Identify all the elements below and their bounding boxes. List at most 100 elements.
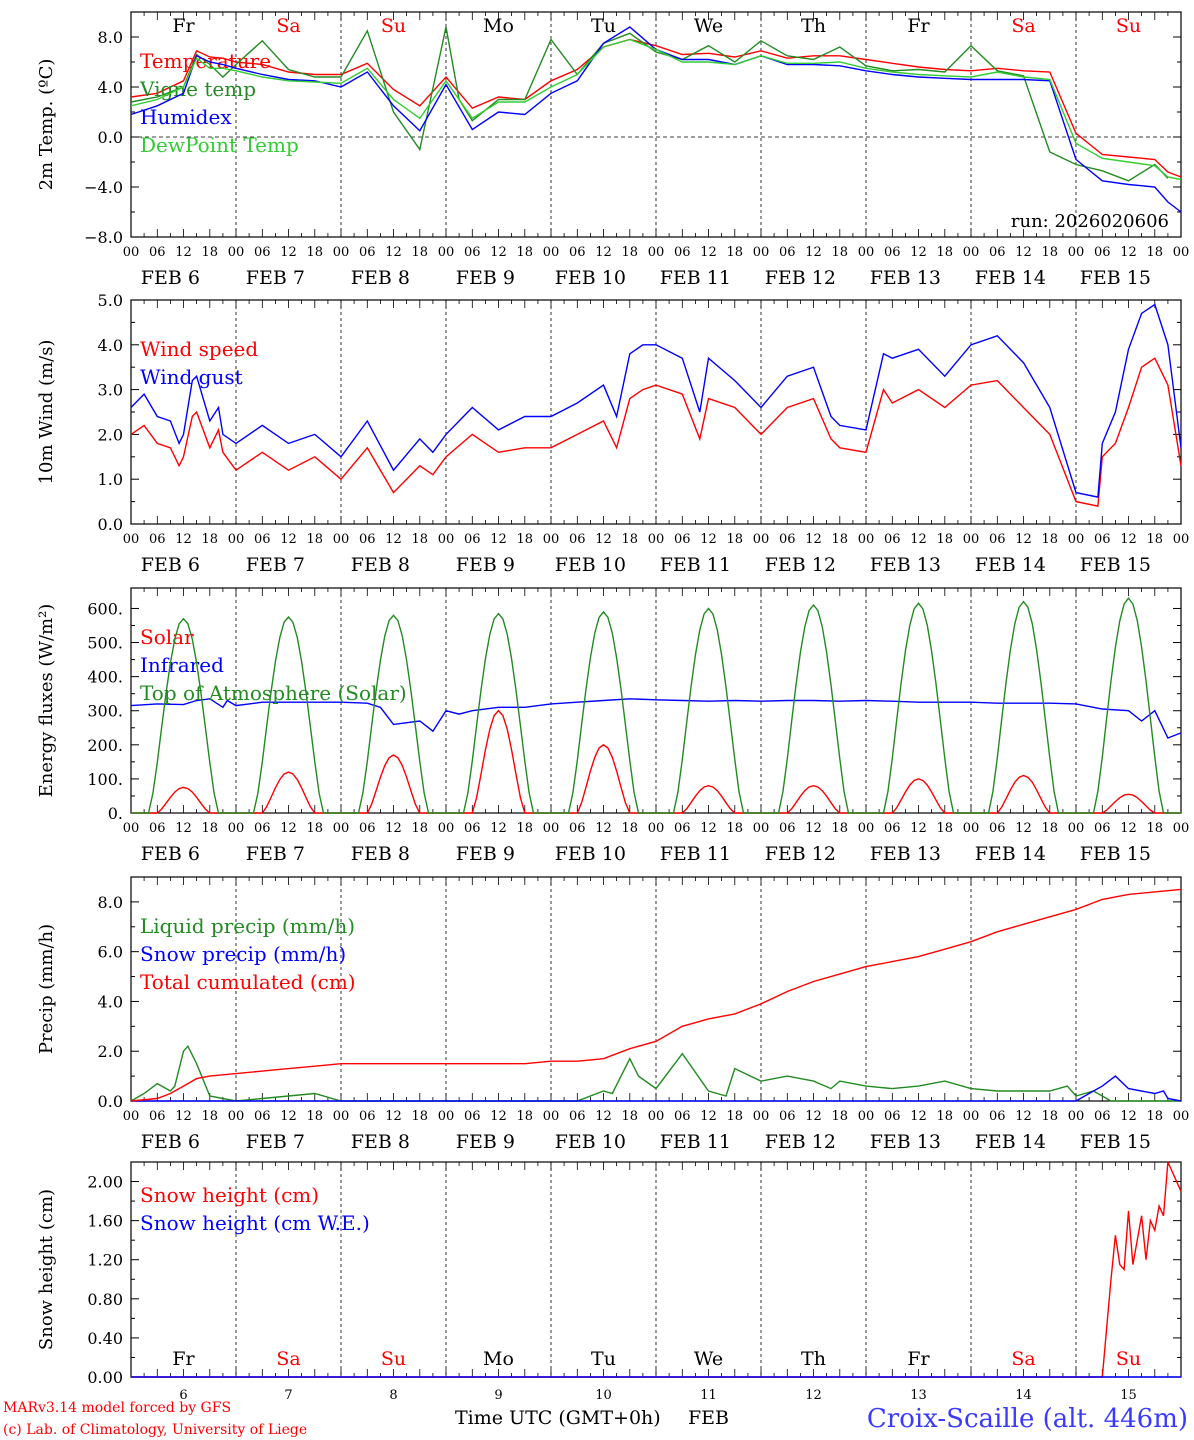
hour-tick-label: 00	[753, 532, 770, 547]
weekday-label: Fr	[907, 15, 930, 37]
y-axis-label: Precip (mm/h)	[36, 924, 57, 1054]
y-axis-label: 10m Wind (m/s)	[36, 340, 57, 485]
date-label: FEB 14	[975, 554, 1046, 576]
hour-tick-label: 00	[228, 1109, 245, 1124]
date-label: FEB 15	[1080, 843, 1151, 865]
hour-tick-label: 12	[595, 532, 612, 547]
date-label: FEB 12	[765, 267, 836, 289]
run-label: run: 2026020606	[1011, 211, 1169, 232]
hour-tick-label: 18	[306, 1109, 323, 1124]
y-tick-label: 1.60	[87, 1212, 123, 1231]
hour-tick-label: 00	[963, 821, 980, 836]
hour-tick-label: 06	[989, 1109, 1006, 1124]
hour-tick-label: 18	[1146, 532, 1163, 547]
hour-tick-label: 12	[910, 821, 927, 836]
y-tick-label: 300.	[87, 702, 123, 721]
hour-tick-label: 18	[1146, 1109, 1163, 1124]
footer-line-1: MARv3.14 model forced by GFS	[3, 1400, 231, 1416]
hour-tick-label: 06	[569, 821, 586, 836]
hour-tick-label: 00	[753, 821, 770, 836]
date-label: FEB 15	[1080, 554, 1151, 576]
hour-tick-label: 18	[621, 1109, 638, 1124]
hour-tick-label: 12	[805, 821, 822, 836]
hour-tick-label: 06	[779, 821, 796, 836]
legend-entry: Snow height (cm)	[140, 1183, 319, 1207]
date-label: FEB 8	[351, 843, 410, 865]
y-tick-label: 400.	[87, 668, 123, 687]
date-label: FEB 10	[555, 1131, 626, 1153]
hour-tick-label: 00	[753, 1109, 770, 1124]
hour-tick-label: 12	[1120, 821, 1137, 836]
hour-tick-label: 06	[674, 532, 691, 547]
weekday-label: Tu	[591, 15, 616, 37]
weekday-label: Sa	[1011, 1348, 1035, 1370]
weekday-label: Fr	[907, 1348, 930, 1370]
hour-tick-label: 18	[1146, 821, 1163, 836]
hour-tick-label: 06	[884, 821, 901, 836]
hour-tick-label: 18	[1041, 1109, 1058, 1124]
footer-line-2: (c) Lab. of Climatology, University of L…	[3, 1422, 307, 1438]
hour-tick-label: 06	[464, 532, 481, 547]
hour-tick-label: 12	[490, 245, 507, 260]
hour-tick-label: 18	[621, 245, 638, 260]
day-number-label: 12	[805, 1388, 822, 1403]
legend-entry: DewPoint Temp	[140, 133, 299, 157]
legend-entry: Solar	[140, 625, 194, 649]
hour-tick-label: 06	[149, 821, 166, 836]
legend-entry: Snow precip (mm/h)	[140, 942, 346, 966]
hour-tick-label: 18	[831, 1109, 848, 1124]
series-line-snow-0	[131, 1161, 1182, 1378]
weekday-label: Mo	[483, 15, 514, 37]
hour-tick-label: 18	[936, 821, 953, 836]
hour-tick-label: 00	[333, 532, 350, 547]
hour-tick-label: 06	[674, 1109, 691, 1124]
hour-tick-label: 00	[228, 532, 245, 547]
series-line-precip-1	[131, 1075, 1182, 1102]
day-number-label: 10	[595, 1388, 612, 1403]
hour-tick-label: 06	[569, 532, 586, 547]
hour-tick-label: 06	[359, 821, 376, 836]
y-tick-label: −8.0	[84, 228, 123, 247]
y-tick-label: 100.	[87, 770, 123, 789]
y-tick-label: 2.0	[98, 1042, 123, 1061]
y-tick-label: 200.	[87, 736, 123, 755]
hour-tick-label: 12	[1120, 245, 1137, 260]
date-label: FEB 15	[1080, 1131, 1151, 1153]
series-line-energy-2	[131, 597, 1181, 814]
y-tick-label: 4.0	[98, 78, 123, 97]
y-tick-label: 0.00	[87, 1368, 123, 1387]
date-label: FEB 7	[246, 843, 305, 865]
hour-tick-label: 00	[1173, 245, 1190, 260]
weekday-label: Tu	[591, 1348, 616, 1370]
date-label: FEB 10	[555, 554, 626, 576]
hour-tick-label: 18	[831, 532, 848, 547]
hour-tick-label: 18	[726, 1109, 743, 1124]
x-minor-ticks	[130, 300, 1182, 524]
weekday-label: We	[694, 1348, 723, 1370]
day-number-label: 9	[494, 1388, 502, 1403]
panel-frame	[130, 299, 1182, 525]
hour-tick-label: 00	[1068, 1109, 1085, 1124]
hour-tick-label: 06	[674, 821, 691, 836]
date-label: FEB 11	[660, 1131, 731, 1153]
y-tick-label: 0.0	[98, 128, 123, 147]
hour-tick-label: 12	[1120, 1109, 1137, 1124]
weekday-label: We	[694, 15, 723, 37]
y-tick-label: 6.0	[98, 943, 123, 962]
hour-tick-label: 06	[989, 245, 1006, 260]
hour-tick-label: 18	[621, 821, 638, 836]
hour-tick-label: 00	[123, 1109, 140, 1124]
y-axis-label: 2m Temp. (ºC)	[36, 59, 57, 191]
hour-tick-label: 06	[884, 1109, 901, 1124]
hour-tick-label: 18	[1041, 821, 1058, 836]
hour-tick-label: 12	[1015, 1109, 1032, 1124]
hour-tick-label: 06	[464, 245, 481, 260]
hour-tick-label: 18	[516, 532, 533, 547]
hour-tick-label: 06	[1094, 245, 1111, 260]
station-title: Croix-Scaille (alt. 446m)	[867, 1404, 1188, 1434]
hour-tick-label: 12	[1015, 532, 1032, 547]
hour-tick-label: 06	[1094, 1109, 1111, 1124]
hour-tick-label: 18	[411, 821, 428, 836]
hour-tick-label: 12	[280, 821, 297, 836]
